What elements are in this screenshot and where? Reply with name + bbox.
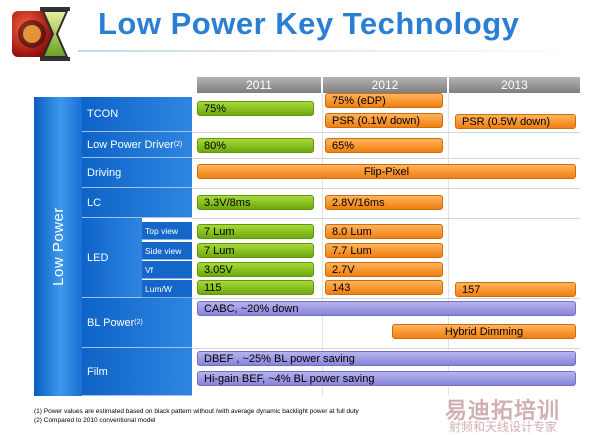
row-divider	[192, 158, 580, 159]
bar-led-top-2012: 8.0 Lum	[325, 224, 443, 239]
year-separator	[322, 93, 323, 396]
bar-driver-2011: 80%	[197, 138, 314, 153]
bar-tcon-2012-edp: 75% (eDP)	[325, 93, 443, 108]
bar-tcon-2012-psr: PSR (0.1W down)	[325, 113, 443, 128]
bar-led-lumw-2011: 115	[197, 280, 314, 295]
bar-film-hi-gain-bef: Hi-gain BEF, ~4% BL power saving	[197, 371, 576, 386]
category-led: LED	[82, 218, 142, 298]
bar-bl-hybrid-dimming: Hybrid Dimming	[392, 324, 576, 339]
led-subcat-lum-w: Lum/W	[142, 280, 192, 298]
bar-led-vf-2012: 2.7V	[325, 262, 443, 277]
row-divider	[192, 132, 580, 133]
bar-lc-2012: 2.8V/16ms	[325, 195, 443, 210]
title-underline	[78, 50, 594, 52]
low-power-band: Low Power	[34, 97, 82, 396]
low-power-label: Low Power	[49, 207, 67, 286]
bar-driver-2012: 65%	[325, 138, 443, 153]
hourglass-logo-icon	[12, 7, 70, 61]
watermark-logo-text: 易迪拓培训	[445, 398, 561, 423]
category-lc: LC	[82, 188, 192, 218]
category-low-power-driver: Low Power Driver (2)	[82, 132, 192, 158]
bar-tcon-2013-psr: PSR (0.5W down)	[455, 114, 576, 129]
bar-film-dbef: DBEF , ~25% BL power saving	[197, 351, 576, 366]
year-separator	[448, 93, 449, 396]
category-bl-power: BL Power (2)	[82, 298, 192, 348]
bar-led-lumw-2013: 157	[455, 282, 576, 297]
bar-led-vf-2011: 3.05V	[197, 262, 314, 277]
footnote-2: (2) Compared to 2010 conventional model	[34, 417, 156, 424]
footnote-1: (1) Power values are estimated based on …	[34, 408, 359, 415]
bar-led-side-2011: 7 Lum	[197, 243, 314, 258]
bar-bl-cabc: CABC, ~20% down	[197, 301, 576, 316]
row-divider	[192, 348, 580, 349]
watermark-subtitle: 射频和天线设计专家	[449, 420, 558, 434]
row-divider	[192, 188, 580, 189]
led-subcat-vf: Vf	[142, 261, 192, 279]
led-subcat-side-view: Side view	[142, 242, 192, 260]
category-tcon: TCON	[82, 97, 192, 132]
bar-driving-flip-pixel: Flip-Pixel	[197, 164, 576, 179]
category-driving: Driving	[82, 158, 192, 188]
bar-led-top-2011: 7 Lum	[197, 224, 314, 239]
year-header-2012: 2012	[323, 77, 447, 93]
row-divider	[192, 218, 580, 219]
page-title: Low Power Key Technology	[98, 6, 520, 41]
bar-lc-2011: 3.3V/8ms	[197, 195, 314, 210]
year-header-2013: 2013	[449, 77, 580, 93]
category-film: Film	[82, 348, 192, 396]
bar-led-lumw-2012: 143	[325, 280, 443, 295]
row-divider	[192, 298, 580, 299]
bar-tcon-2011: 75%	[197, 101, 314, 116]
led-subcat-top-view: Top view	[142, 222, 192, 240]
bar-led-side-2012: 7.7 Lum	[325, 243, 443, 258]
year-header-2011: 2011	[197, 77, 321, 93]
